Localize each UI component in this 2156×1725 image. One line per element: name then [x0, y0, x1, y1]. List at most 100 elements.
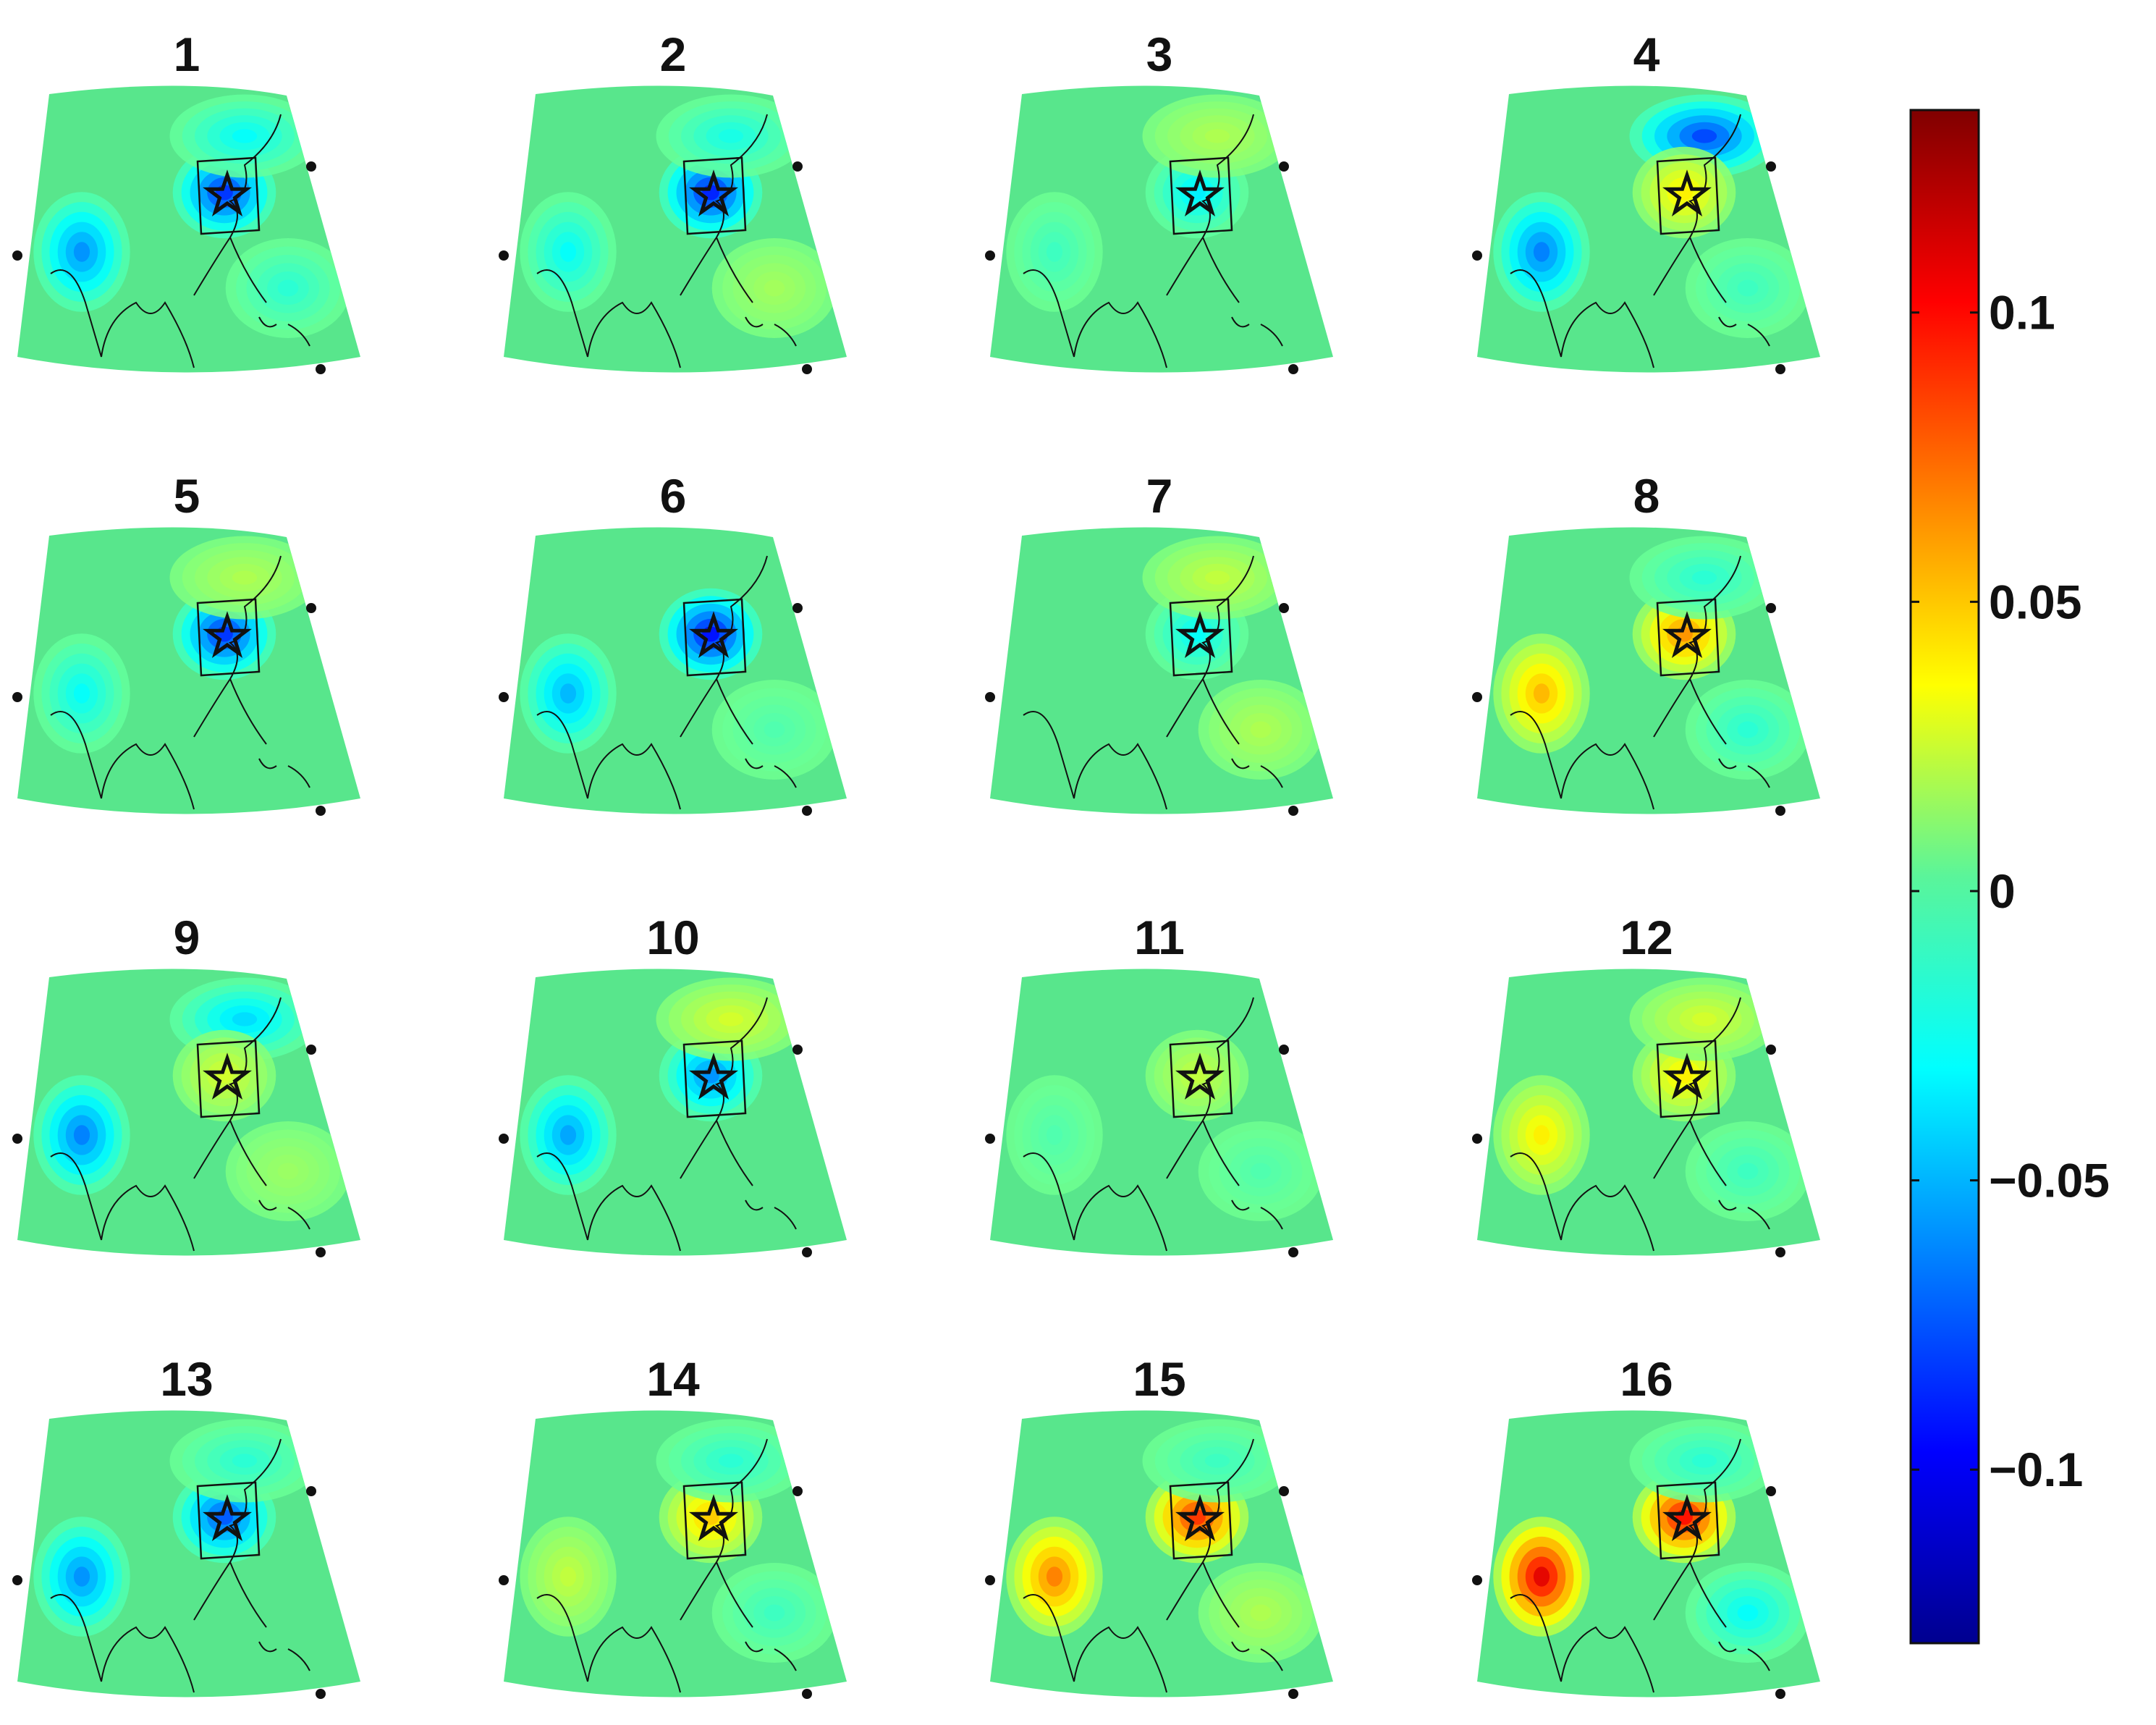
dot-marker	[985, 1575, 995, 1585]
dot-marker	[985, 250, 995, 261]
anomaly-north	[1629, 977, 1780, 1061]
panel-title: 15	[1133, 1352, 1185, 1406]
star-marker	[203, 169, 252, 217]
dot-marker	[792, 603, 803, 613]
coastline	[50, 114, 310, 368]
map-panel-15: 15	[985, 1352, 1333, 1699]
anomaly-north	[1142, 1419, 1293, 1503]
map-panel-4: 4	[1472, 28, 1820, 374]
dot-marker	[1279, 603, 1289, 613]
map-panel-1: 1	[12, 28, 360, 374]
colorbar-tick-label: −0.05	[1989, 1154, 2110, 1207]
panel-title: 6	[660, 469, 687, 523]
map-panel-13: 13	[12, 1352, 360, 1699]
dot-marker	[1766, 161, 1776, 172]
coastline	[1023, 997, 1283, 1252]
star-marker	[1175, 169, 1225, 217]
anomaly-west	[1493, 1075, 1590, 1195]
coastline	[1023, 1438, 1283, 1693]
star-marker	[1175, 611, 1225, 659]
dot-marker	[12, 1134, 22, 1144]
anomaly-north	[169, 1419, 320, 1503]
map-panel-9: 9	[12, 911, 360, 1257]
dot-marker	[1775, 1689, 1785, 1699]
star-marker	[1662, 1053, 1712, 1100]
star-marker	[1175, 1494, 1225, 1542]
anomaly-south	[711, 680, 837, 780]
anomaly-west	[33, 1075, 130, 1195]
star-marker	[689, 611, 738, 659]
region-rectangle	[1656, 156, 1720, 235]
star-marker	[203, 1494, 252, 1542]
dot-marker	[12, 1575, 22, 1585]
colorbar-tick-label: 0	[1989, 864, 2016, 918]
coastline	[536, 997, 797, 1252]
coastline	[536, 1438, 797, 1693]
dot-marker	[316, 364, 326, 374]
region-rectangle	[196, 1481, 261, 1560]
colorbar: 0.1 0.05 0 −0.05 −0.1	[1909, 109, 2110, 1645]
region-rectangle	[1656, 1481, 1720, 1560]
dot-marker	[802, 364, 812, 374]
anomaly-west	[33, 192, 130, 312]
anomaly-west	[33, 1517, 130, 1637]
region-rectangle	[1169, 1039, 1233, 1118]
region-rectangle	[1169, 598, 1233, 677]
dot-marker	[306, 603, 316, 613]
panel-title: 2	[660, 28, 687, 81]
dot-marker	[1279, 161, 1289, 172]
anomaly-west	[1006, 192, 1103, 312]
dot-marker	[499, 692, 509, 702]
panel-title: 9	[174, 911, 200, 964]
dot-marker	[1279, 1045, 1289, 1055]
region-rectangle	[1169, 156, 1233, 235]
map-panel-2: 2	[499, 28, 847, 374]
map-panel-7: 7	[985, 469, 1333, 816]
star-marker	[1662, 611, 1712, 659]
panel-title: 13	[160, 1352, 213, 1406]
star-marker	[689, 1053, 738, 1100]
dot-marker	[802, 806, 812, 816]
anomaly-south	[1685, 238, 1811, 338]
colorbar-bar	[1909, 109, 1980, 1645]
panel-title: 12	[1620, 911, 1673, 964]
dot-marker	[1288, 1689, 1298, 1699]
panel-title: 5	[174, 469, 200, 523]
anomaly-south	[1685, 680, 1811, 780]
dot-marker	[802, 1689, 812, 1699]
panel-title: 10	[646, 911, 699, 964]
anomaly-north	[656, 977, 806, 1061]
panel-title: 4	[1633, 28, 1660, 81]
region-rectangle	[196, 598, 261, 677]
dot-marker	[499, 250, 509, 261]
anomaly-south	[1685, 1121, 1811, 1221]
map-panel-10: 10	[499, 911, 847, 1257]
dot-marker	[1775, 364, 1785, 374]
dot-marker	[1288, 1247, 1298, 1257]
dot-marker	[1279, 1486, 1289, 1496]
region-rectangle	[682, 1481, 747, 1560]
dot-marker	[1766, 603, 1776, 613]
colorbar-tick-label: 0.05	[1989, 575, 2081, 628]
dot-marker	[1472, 1134, 1482, 1144]
coastline	[1510, 114, 1770, 368]
anomaly-south	[1685, 1563, 1811, 1663]
anomaly-west	[33, 633, 130, 754]
region-rectangle	[196, 156, 261, 235]
dot-marker	[792, 1486, 803, 1496]
anomaly-north	[656, 94, 806, 178]
dot-marker	[792, 161, 803, 172]
coastline	[1510, 997, 1770, 1252]
anomaly-north	[169, 94, 320, 178]
star-marker	[203, 611, 252, 659]
star-marker	[1662, 169, 1712, 217]
dot-marker	[12, 250, 22, 261]
panel-title: 1	[174, 28, 200, 81]
region-rectangle	[196, 1039, 261, 1118]
region-rectangle	[682, 1039, 747, 1118]
region-rectangle	[1656, 598, 1720, 677]
coastline	[1510, 1438, 1770, 1693]
anomaly-south	[711, 1563, 837, 1663]
